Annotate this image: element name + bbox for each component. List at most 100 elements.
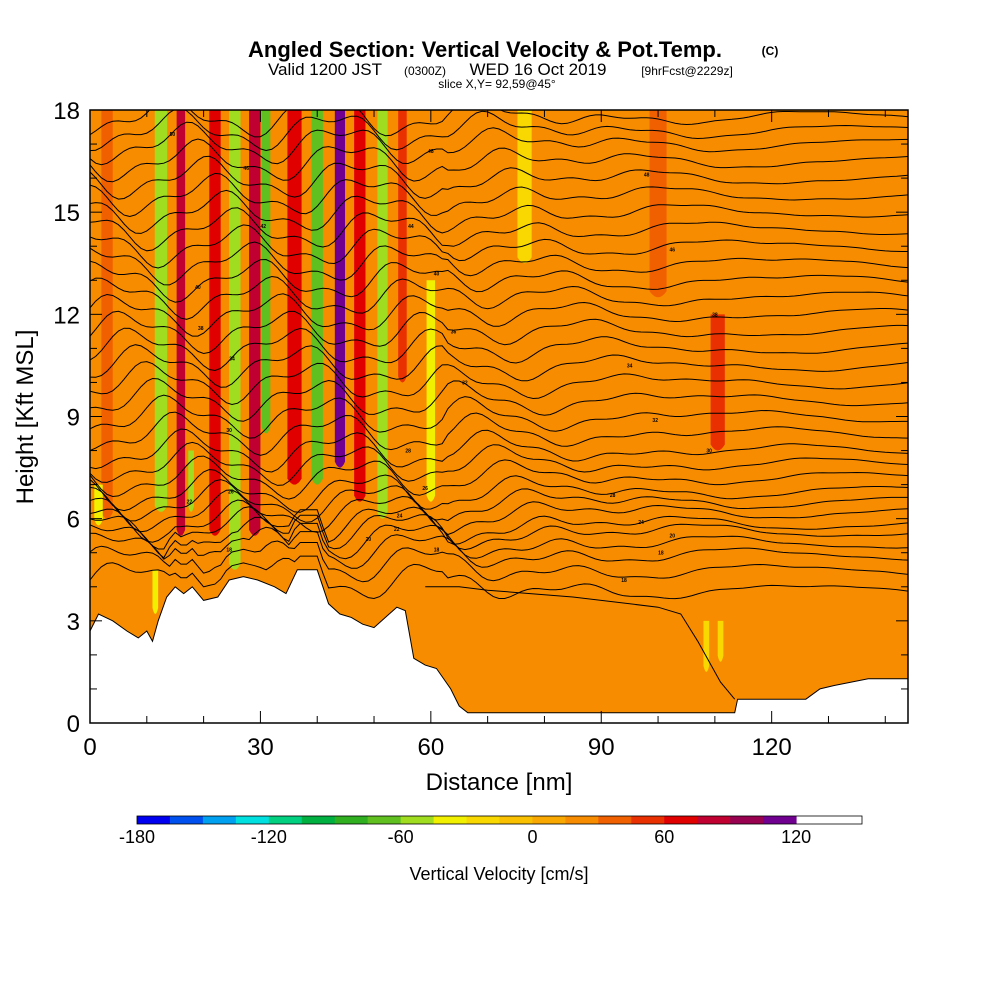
velocity-band-16 <box>710 314 725 451</box>
contour-label-28: 46 <box>669 248 675 254</box>
colorbar-frame <box>136 815 863 825</box>
chart-title-units: (C) <box>762 44 779 58</box>
colorbar-swatch-18 <box>697 816 731 824</box>
colorbar-ticks: -180 -120 -60 0 60 120 <box>119 827 811 847</box>
y-tick-label-4: 12 <box>53 302 80 329</box>
contour-label-11: 26 <box>228 489 234 495</box>
contour-label-15: 30 <box>706 449 712 455</box>
contour-label-30: 48 <box>644 173 650 179</box>
contour-label-18: 32 <box>462 380 468 386</box>
weak-velocity-region-outline <box>425 586 736 700</box>
isentrope-28 <box>90 155 908 200</box>
contour-label-25: 40 <box>195 285 201 291</box>
colorbar-tick-0: -180 <box>119 827 155 847</box>
colorbar-swatch-3 <box>202 816 237 824</box>
y-tick-label-6: 18 <box>53 98 80 125</box>
contour-label-32: 50 <box>170 132 176 138</box>
velocity-band-5 <box>229 110 241 570</box>
isentrope-22 <box>90 258 908 303</box>
colorbar-swatch-17 <box>664 816 698 824</box>
velocity-band-12 <box>377 110 388 519</box>
valid-date-label: WED 16 Oct 2019 <box>469 60 606 79</box>
contour-label-23: 38 <box>712 312 718 318</box>
isentrope-26 <box>90 189 908 234</box>
y-tick-label-3: 9 <box>67 405 80 432</box>
isentrope-16 <box>90 361 908 406</box>
contour-label-6: 20 <box>669 534 675 540</box>
contour-label-19: 34 <box>627 363 633 369</box>
contour-label-26: 42 <box>260 224 266 230</box>
x-tick-label-2: 60 <box>417 734 444 761</box>
velocity-band-14 <box>426 280 436 502</box>
colorbar-swatch-20 <box>763 816 797 824</box>
velocity-band-18 <box>101 110 113 519</box>
isentrope-15 <box>90 377 908 422</box>
colorbar-swatch-11 <box>466 816 500 824</box>
velocity-band-6 <box>249 110 261 536</box>
contour-label-16: 30 <box>226 428 232 434</box>
isentrope-2 <box>90 540 908 583</box>
colorbar <box>136 815 863 825</box>
valid-utc-label: (0300Z) <box>404 64 446 78</box>
isentrope-6 <box>90 499 908 545</box>
valid-time-label: Valid 1200 JST <box>268 60 382 79</box>
colorbar-label: Vertical Velocity [cm/s] <box>409 864 588 884</box>
contour-label-14: 28 <box>405 449 411 455</box>
colorbar-tick-1: -120 <box>251 827 287 847</box>
x-axis: 0 30 60 90 120 <box>83 110 886 761</box>
isentrope-23 <box>90 241 908 286</box>
isentrope-13 <box>90 411 908 456</box>
isentrope-5 <box>90 506 908 551</box>
velocity-band-1 <box>154 110 168 512</box>
contour-label-2: 18 <box>621 578 627 584</box>
isentrope-4 <box>90 516 908 560</box>
x-axis-label: Distance [nm] <box>426 769 573 796</box>
isentrope-17 <box>90 344 908 388</box>
velocity-band-11 <box>354 110 366 502</box>
isentrope-30 <box>90 121 908 166</box>
velocity-band-23 <box>562 569 572 706</box>
velocity-band-9 <box>311 110 323 485</box>
contour-label-4: 18 <box>434 547 440 553</box>
contour-label-7: 22 <box>394 527 400 533</box>
contour-label-21: 36 <box>451 329 457 335</box>
slice-label: slice X,Y= 92,59@45° <box>438 77 556 91</box>
velocity-band-15 <box>517 110 532 264</box>
y-tick-label-1: 3 <box>67 609 80 636</box>
colorbar-swatch-6 <box>301 816 336 824</box>
isentrope-21 <box>90 275 908 320</box>
colorbar-swatch-1 <box>137 816 171 824</box>
isentrope-25 <box>90 207 908 252</box>
chart-header: Angled Section: Vertical Velocity & Pot.… <box>248 37 778 91</box>
isentrope-27 <box>90 172 908 218</box>
isentrope-19 <box>90 310 908 355</box>
contour-label-13: 28 <box>610 493 616 499</box>
isentrope-14 <box>90 394 908 439</box>
colorbar-swatch-10 <box>433 816 468 824</box>
contour-labels: 18 18 20 18 18 20 22 24 24 22 26 26 28 28 30 30 32 32 34 34… <box>170 132 718 584</box>
isentrope-18 <box>90 327 908 372</box>
colorbar-swatch-9 <box>400 816 435 824</box>
colorbar-swatch-19 <box>730 816 764 824</box>
isentrope-10 <box>90 455 908 500</box>
colorbar-swatch-16 <box>631 816 665 824</box>
colorbar-swatch-4 <box>235 816 270 824</box>
contour-label-29: 46 <box>243 166 249 172</box>
isentrope-12 <box>90 428 908 473</box>
velocity-band-21 <box>703 620 710 672</box>
velocity-band-19 <box>94 484 103 526</box>
x-tick-label-4: 120 <box>752 734 792 761</box>
isentrope-8 <box>90 479 908 523</box>
chart-title: Angled Section: Vertical Velocity & Pot.… <box>248 37 722 62</box>
isentrope-20 <box>90 293 908 337</box>
colorbar-tick-4: 60 <box>654 827 674 847</box>
x-tick-label-3: 90 <box>588 734 615 761</box>
y-tick-label-5: 15 <box>53 200 80 227</box>
colorbar-tick-5: 120 <box>781 827 811 847</box>
velocity-band-22 <box>717 620 724 662</box>
colorbar-swatch-8 <box>367 816 402 824</box>
colorbar-swatch-14 <box>565 816 599 824</box>
velocity-band-24 <box>625 569 634 706</box>
y-axis-label: Height [Kft MSL] <box>12 330 39 505</box>
